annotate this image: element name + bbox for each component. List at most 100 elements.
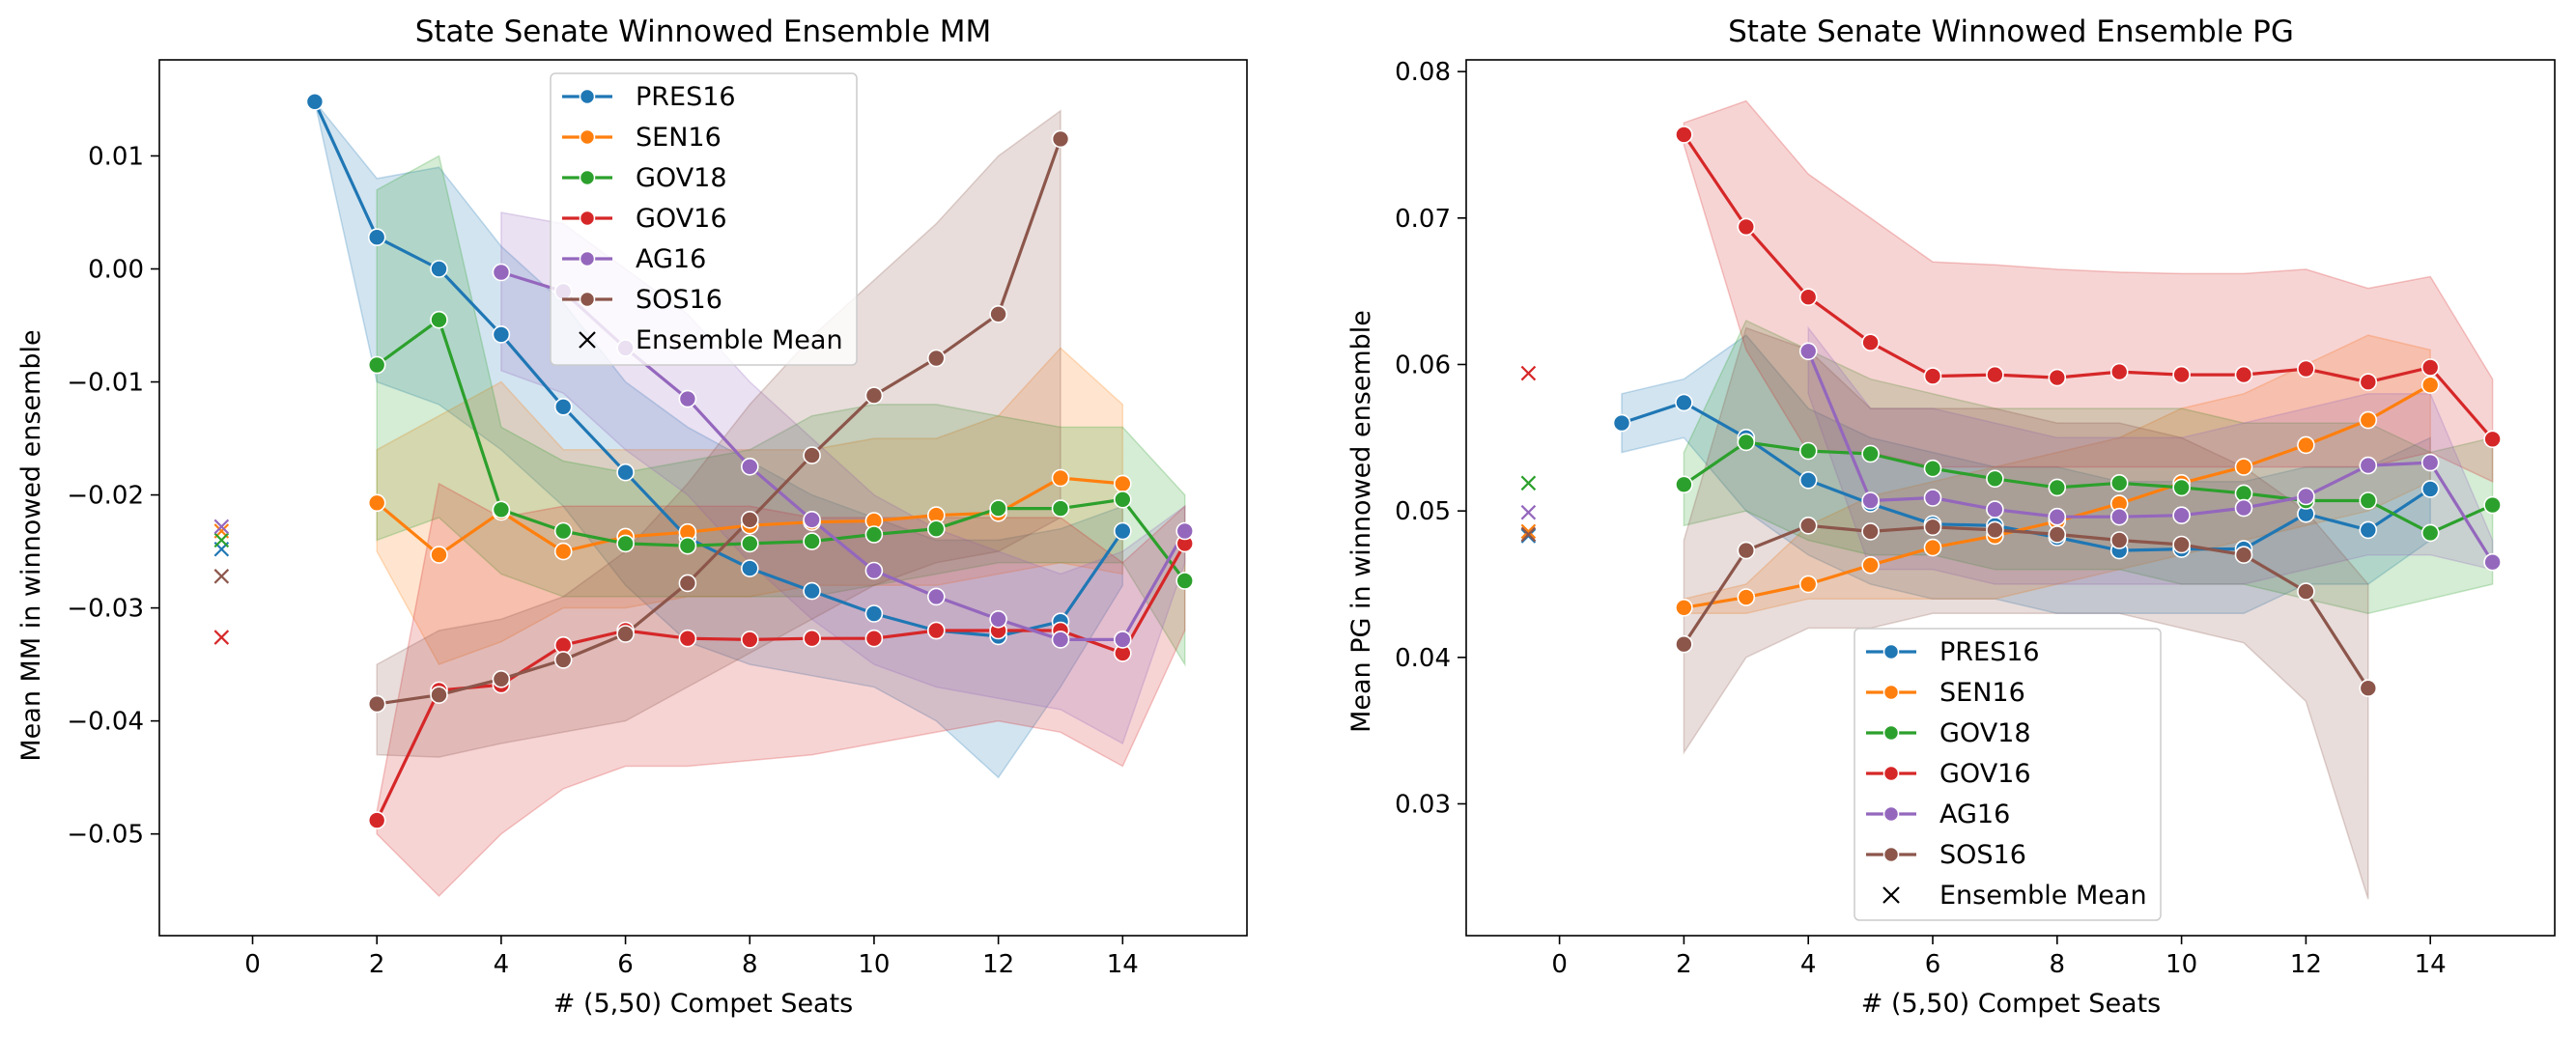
mm-band-sen16	[376, 347, 1124, 666]
pg-line-sos16	[1683, 523, 2370, 689]
mm-point-sos16	[740, 510, 759, 529]
pg-point-gov18	[2359, 491, 2378, 510]
pg-point-sen16	[1737, 588, 1756, 606]
mm-x-tick-label: 10	[858, 950, 890, 979]
pg-point-ag16	[1798, 342, 1818, 361]
mm-point-gov18	[616, 534, 635, 553]
mm-band-gov16	[376, 482, 1186, 898]
pg-point-sos16	[2297, 582, 2315, 601]
pg-line-ag16	[1806, 351, 2494, 564]
pg-legend: PRES16 SEN16 GOV18 GOV16 AG16 SOS16 Ensemble M…	[1854, 628, 2162, 921]
pg-legend-marker-ag16	[1882, 805, 1900, 823]
pg-point-gov18	[2420, 523, 2440, 543]
pg-x-tick-label: 2	[1676, 950, 1692, 979]
mm-legend-marker-ag16	[579, 250, 596, 267]
pg-legend-marker-gov16	[1882, 765, 1900, 782]
mm-axes-frame	[158, 59, 1248, 937]
pg-y-tick-label: 0.08	[1395, 58, 1451, 87]
mm-point-gov18	[553, 521, 573, 541]
mm-plot-area	[213, 93, 1194, 898]
pg-point-sos16	[1737, 541, 1756, 560]
pg-ensemble-mean-marker-ag16	[1520, 504, 1537, 520]
pg-legend-label-sen16: SEN16	[1939, 678, 2025, 708]
pg-point-gov16	[1986, 365, 2004, 384]
mm-point-sos16	[678, 574, 697, 593]
pg-legend-box	[1854, 628, 2162, 921]
mm-point-ag16	[1114, 631, 1132, 649]
mm-y-axis-label: Mean MM in winnowed ensemble	[16, 329, 46, 761]
pg-y-tick-label: 0.05	[1395, 497, 1451, 526]
mm-point-ag16	[1051, 631, 1070, 649]
pg-x-tick-label: 10	[2166, 950, 2197, 979]
pg-point-sen16	[2297, 435, 2315, 455]
pg-ensemble-mean-marker-sen16	[1520, 523, 1537, 540]
mm-point-gov16	[367, 811, 386, 829]
pg-point-gov16	[2234, 365, 2253, 384]
mm-point-gov16	[678, 629, 697, 648]
mm-point-pres16	[1114, 521, 1132, 541]
pg-point-pres16	[2359, 520, 2378, 540]
pg-point-gov18	[2483, 495, 2502, 515]
pg-x-tick-label: 6	[1925, 950, 1941, 979]
pg-ensemble-mean-marker-gov16	[1520, 365, 1537, 381]
mm-point-ag16	[678, 389, 697, 408]
pg-point-gov18	[2109, 473, 2129, 492]
mm-point-gov18	[864, 525, 884, 544]
mm-point-pres16	[367, 228, 386, 246]
pg-point-ag16	[2048, 507, 2067, 526]
mm-ensemble-mean-marker-sos16	[213, 569, 230, 584]
pg-point-sos16	[2172, 535, 2191, 554]
pg-chart-title: State Senate Winnowed Ensemble PG	[1728, 14, 2294, 49]
pg-x-axis-label: # (5,50) Compet Seats	[1861, 989, 2162, 1019]
pg-point-ag16	[2297, 487, 2315, 506]
mm-point-ag16	[1175, 521, 1194, 541]
pg-point-sos16	[2048, 525, 2067, 544]
pg-legend-label-gov18: GOV18	[1939, 718, 2031, 748]
mm-point-ag16	[926, 587, 946, 606]
mm-ensemble-mean-marker-gov18	[213, 532, 230, 548]
pg-point-gov18	[2048, 478, 2067, 497]
pg-point-pres16	[2420, 480, 2440, 498]
pg-point-gov18	[1861, 444, 1880, 463]
pg-legend-marker-pres16	[1882, 643, 1900, 660]
pg-point-sen16	[2359, 410, 2378, 430]
mm-legend-box	[550, 72, 858, 366]
pg-y-tick-label: 0.03	[1395, 790, 1451, 819]
pg-point-gov18	[1675, 475, 1693, 494]
pg-point-ag16	[2359, 456, 2378, 475]
mm-legend: PRES16 SEN16 GOV18 GOV16 AG16 SOS16 Ensemble M…	[550, 72, 858, 366]
mm-line-sos16	[376, 138, 1062, 706]
mm-band-gov18	[376, 154, 1186, 667]
mm-x-tick-label: 0	[244, 950, 261, 979]
pg-point-sos16	[1861, 522, 1880, 541]
pg-point-ag16	[2234, 498, 2253, 518]
mm-point-sos16	[864, 386, 884, 405]
mm-legend-label-ensemble-mean: Ensemble Mean	[636, 325, 843, 355]
pg-point-ag16	[1923, 489, 1942, 507]
mm-point-pres16	[305, 93, 325, 111]
mm-point-gov18	[1175, 572, 1194, 590]
mm-legend-label-pres16: PRES16	[636, 82, 736, 112]
mm-legend-label-sos16: SOS16	[636, 285, 722, 315]
pg-point-gov18	[2172, 478, 2191, 497]
mm-point-sos16	[616, 625, 635, 643]
pg-y-tick-label: 0.06	[1395, 351, 1451, 379]
pg-point-sen16	[1923, 538, 1942, 557]
pg-x-tick-label: 8	[2050, 950, 2066, 979]
pg-point-gov16	[1675, 126, 1693, 144]
mm-point-sos16	[367, 694, 386, 714]
pg-point-sos16	[1923, 518, 1942, 537]
mm-x-tick-label: 12	[982, 950, 1014, 979]
mm-point-pres16	[864, 604, 884, 623]
pg-y-tick-label: 0.04	[1395, 644, 1451, 673]
pg-ensemble-mean-marker-sos16	[1520, 526, 1537, 543]
mm-point-pres16	[740, 559, 759, 577]
mm-ensemble-mean-marker-gov16	[213, 630, 230, 645]
mm-line-gov18	[376, 318, 1186, 582]
mm-point-gov16	[803, 629, 821, 648]
pg-point-gov18	[1798, 441, 1818, 461]
mm-legend-marker-gov16	[579, 210, 596, 227]
mm-legend-marker-sos16	[579, 291, 596, 308]
pg-point-gov18	[1923, 459, 1942, 478]
mm-x-tick-label: 14	[1107, 950, 1139, 979]
